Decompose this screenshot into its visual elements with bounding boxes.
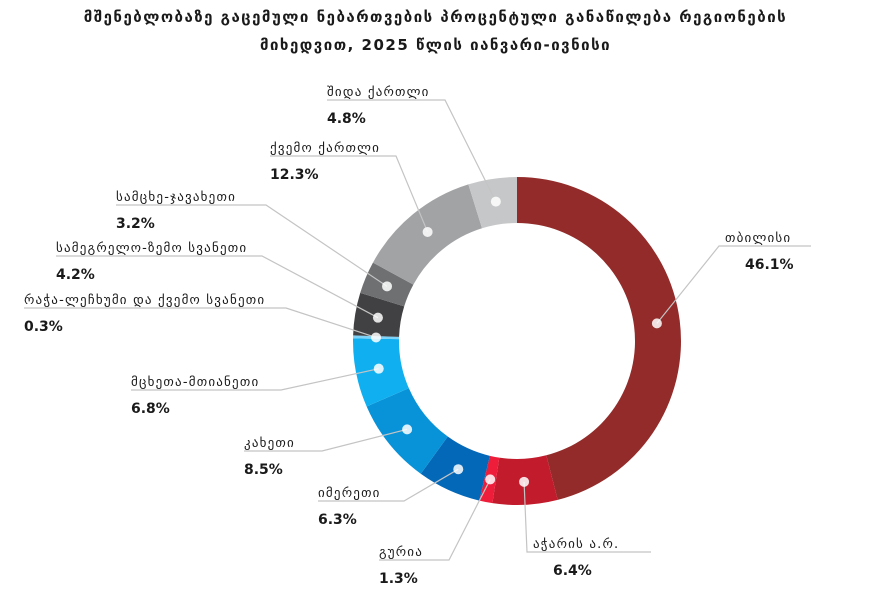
slice-6-value-label: 6.8% xyxy=(131,401,170,417)
slice-6-marker xyxy=(373,363,384,374)
slice-1-value-label: 46.1% xyxy=(745,257,794,273)
slice-3-value-label: 1.3% xyxy=(379,571,418,587)
slice-7-leader-line xyxy=(24,307,377,339)
slice-8-value-label: 4.2% xyxy=(56,267,95,283)
slice-2-label: აჭარის ა.რ. xyxy=(533,537,619,552)
slice-1 xyxy=(517,177,681,500)
slice-6-label: მცხეთა-მთიანეთი xyxy=(131,375,259,390)
slice-2-marker xyxy=(519,476,530,487)
slice-7-label: რაჭა-ლეჩხუმი და ქვემო სვანეთი xyxy=(24,293,265,308)
slice-3-marker xyxy=(485,474,496,485)
slice-9-marker xyxy=(382,281,393,292)
chart-title-line-2: მიხედვით, 2025 წლის იანვარი-ივნისი xyxy=(259,36,612,54)
slice-11-label: შიდა ქართლი xyxy=(327,85,430,100)
slice-8-label: სამეგრელო-ზემო სვანეთი xyxy=(56,241,247,256)
slice-5-value-label: 8.5% xyxy=(244,462,283,478)
slice-11-leader-line xyxy=(327,99,497,202)
slice-10-value-label: 12.3% xyxy=(270,167,319,183)
slice-9-label: სამცხე-ჯავახეთი xyxy=(116,190,236,205)
slice-4-label: იმერეთი xyxy=(318,486,381,501)
slice-3-label: გურია xyxy=(379,545,423,560)
slice-4-leader-line xyxy=(318,468,459,502)
chart-title-line-1: მშენებლობაზე გაცემული ნებართვების პროცენ… xyxy=(83,8,788,26)
slice-5-leader-line xyxy=(244,428,408,452)
slice-4-value-label: 6.3% xyxy=(318,512,357,528)
slice-8-marker xyxy=(372,312,383,323)
slice-10-marker xyxy=(422,226,433,237)
slice-1-marker xyxy=(651,318,662,329)
slice-10-leader-line xyxy=(270,155,429,233)
slice-3-leader-line xyxy=(379,479,491,561)
slice-1-label: თბილისი xyxy=(725,231,791,246)
slice-9-value-label: 3.2% xyxy=(116,216,155,232)
slice-11-marker xyxy=(490,196,501,207)
slice-2-value-label: 6.4% xyxy=(553,563,592,579)
slice-7-value-label: 0.3% xyxy=(24,319,63,335)
slice-11-value-label: 4.8% xyxy=(327,111,366,127)
slice-5-label: კახეთი xyxy=(244,436,295,451)
slice-8-leader-line xyxy=(56,255,379,319)
slice-7-marker xyxy=(371,332,382,343)
slice-4-marker xyxy=(453,464,464,475)
slice-9-leader-line xyxy=(116,204,388,287)
slice-5-marker xyxy=(402,424,413,435)
slice-1-leader-line xyxy=(656,245,811,324)
slice-2-leader-line xyxy=(523,481,651,553)
slice-10-label: ქვემო ქართლი xyxy=(270,141,380,156)
slice-6-leader-line xyxy=(131,368,379,391)
